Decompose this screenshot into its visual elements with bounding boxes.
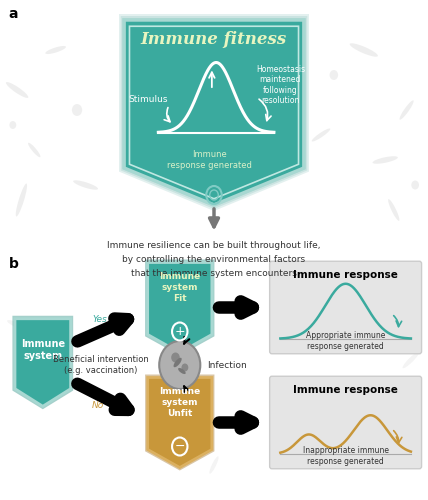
Ellipse shape — [388, 199, 399, 221]
Ellipse shape — [312, 128, 330, 141]
Text: b: b — [9, 258, 18, 272]
Text: Immune
system
Fit: Immune system Fit — [159, 272, 200, 303]
Text: No: No — [92, 400, 104, 409]
Ellipse shape — [209, 456, 219, 473]
Ellipse shape — [372, 156, 398, 164]
Polygon shape — [124, 20, 304, 205]
Ellipse shape — [16, 184, 27, 216]
Text: Infection: Infection — [207, 360, 247, 370]
Text: Stimulus: Stimulus — [128, 96, 167, 104]
Text: Yes: Yes — [92, 316, 107, 324]
Polygon shape — [15, 319, 71, 406]
Ellipse shape — [6, 82, 28, 98]
Text: Immune
system
Unfit: Immune system Unfit — [159, 387, 200, 418]
Text: −: − — [175, 440, 185, 453]
Polygon shape — [119, 14, 309, 211]
Ellipse shape — [403, 352, 419, 368]
Circle shape — [171, 352, 180, 362]
Circle shape — [9, 121, 16, 129]
Circle shape — [411, 180, 419, 190]
Ellipse shape — [7, 320, 27, 330]
Ellipse shape — [73, 180, 98, 190]
Polygon shape — [124, 20, 304, 205]
FancyBboxPatch shape — [270, 376, 422, 469]
Text: a: a — [9, 8, 18, 22]
Text: Immune response: Immune response — [293, 270, 398, 280]
Polygon shape — [145, 374, 214, 470]
Text: Beneficial intervention
(e.g. vaccination): Beneficial intervention (e.g. vaccinatio… — [53, 355, 149, 375]
Ellipse shape — [28, 143, 40, 157]
Text: Homeostasis
maintened
following
resolution: Homeostasis maintened following resoluti… — [256, 65, 305, 105]
Text: Immune
system: Immune system — [21, 339, 65, 361]
Ellipse shape — [45, 46, 66, 54]
Text: Inappropriate immune
response generated: Inappropriate immune response generated — [303, 446, 389, 466]
Text: +: + — [175, 325, 185, 338]
Text: Appropriate immune
response generated: Appropriate immune response generated — [306, 331, 385, 351]
Circle shape — [394, 305, 402, 315]
Ellipse shape — [178, 368, 186, 374]
Text: Immune response: Immune response — [293, 385, 398, 395]
Ellipse shape — [350, 44, 378, 57]
Text: that the immune system encounters: that the immune system encounters — [131, 269, 297, 278]
FancyBboxPatch shape — [270, 261, 422, 354]
Polygon shape — [12, 316, 73, 409]
Text: Immune
response generated: Immune response generated — [167, 150, 252, 170]
Polygon shape — [121, 16, 307, 209]
Circle shape — [159, 341, 200, 389]
Text: Immune resilience can be built throughout life,: Immune resilience can be built throughou… — [107, 241, 321, 250]
Polygon shape — [148, 262, 212, 352]
Ellipse shape — [399, 100, 414, 119]
Polygon shape — [145, 260, 214, 356]
Ellipse shape — [173, 358, 182, 368]
Text: Immune fitness: Immune fitness — [141, 30, 287, 48]
Ellipse shape — [249, 26, 265, 44]
Circle shape — [22, 386, 30, 394]
Polygon shape — [122, 18, 306, 207]
Circle shape — [181, 364, 188, 372]
Ellipse shape — [147, 30, 152, 50]
Polygon shape — [148, 378, 212, 468]
Text: by controlling the environmental factors: by controlling the environmental factors — [122, 255, 306, 264]
Circle shape — [72, 104, 82, 116]
Circle shape — [330, 70, 338, 80]
